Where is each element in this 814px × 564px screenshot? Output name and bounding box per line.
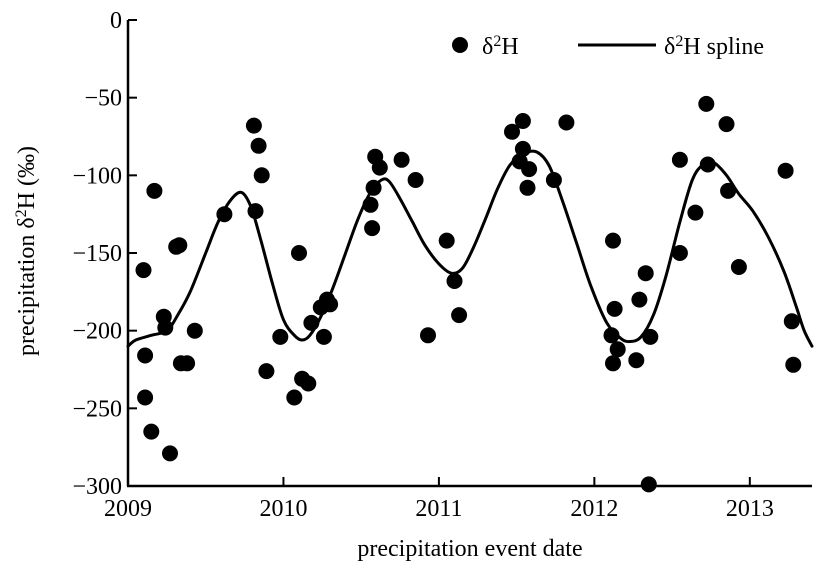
data-point bbox=[407, 172, 424, 188]
data-point bbox=[171, 237, 188, 254]
data-point bbox=[628, 352, 645, 369]
data-point bbox=[245, 117, 262, 134]
data-point bbox=[420, 327, 436, 344]
y-ticks: 0 −50 −100 −150 −200 −250 −300 bbox=[72, 8, 137, 500]
y-tick-label: 0 bbox=[110, 8, 122, 34]
data-point bbox=[545, 172, 562, 188]
legend-spline-prefix: δ bbox=[664, 34, 675, 60]
data-point bbox=[558, 114, 575, 131]
data-point bbox=[137, 347, 154, 364]
data-point bbox=[699, 156, 716, 173]
data-point bbox=[300, 375, 317, 392]
y-tick-label: −300 bbox=[72, 474, 122, 500]
data-point bbox=[186, 322, 203, 339]
data-point bbox=[521, 161, 538, 178]
legend-points-prefix: δ bbox=[482, 34, 493, 60]
data-point bbox=[143, 423, 160, 440]
data-point bbox=[777, 162, 794, 179]
data-point bbox=[671, 151, 688, 168]
data-point bbox=[364, 220, 381, 237]
data-point bbox=[605, 232, 621, 249]
data-point bbox=[322, 296, 339, 313]
data-point bbox=[157, 319, 174, 336]
y-axis-title-sup: 2 bbox=[13, 209, 30, 217]
data-point bbox=[393, 151, 410, 168]
data-point bbox=[135, 262, 152, 279]
data-point bbox=[365, 179, 382, 196]
data-point bbox=[718, 116, 735, 133]
data-point bbox=[603, 327, 620, 344]
x-tick-label: 2011 bbox=[415, 496, 462, 522]
data-point bbox=[272, 328, 289, 345]
legend-spline-suffix: H spline bbox=[683, 34, 764, 60]
data-point bbox=[698, 95, 715, 112]
y-tick-label: −50 bbox=[84, 86, 122, 112]
data-point bbox=[783, 313, 800, 330]
data-point bbox=[137, 389, 154, 406]
spline-line bbox=[126, 149, 814, 348]
y-tick-label: −100 bbox=[72, 163, 122, 189]
data-point bbox=[286, 389, 303, 406]
data-point bbox=[253, 167, 270, 184]
y-axis: 0 −50 −100 −150 −200 −250 −300 bbox=[72, 8, 137, 500]
x-axis: 2009 2010 2011 2012 2013 bbox=[104, 477, 812, 522]
data-point bbox=[514, 113, 531, 129]
data-point bbox=[179, 355, 196, 372]
data-point bbox=[605, 355, 621, 372]
y-tick-label: −200 bbox=[72, 319, 122, 345]
data-point bbox=[216, 206, 233, 223]
x-tick-label: 2012 bbox=[570, 496, 618, 522]
data-point bbox=[637, 265, 654, 282]
plot-area bbox=[126, 95, 814, 493]
data-point bbox=[519, 179, 536, 196]
data-point bbox=[362, 196, 379, 213]
data-point bbox=[451, 307, 468, 324]
data-points bbox=[135, 95, 802, 493]
legend-points-sup: 2 bbox=[493, 33, 501, 50]
x-tick-label: 2009 bbox=[104, 496, 152, 522]
y-tick-label: −250 bbox=[72, 396, 122, 422]
x-ticks: 2009 2010 2011 2012 2013 bbox=[104, 477, 774, 522]
data-point bbox=[371, 159, 388, 176]
data-point bbox=[303, 314, 320, 331]
legend-dot-marker bbox=[452, 37, 468, 53]
data-point bbox=[247, 203, 264, 220]
data-point bbox=[514, 140, 531, 157]
legend-spline-sup: 2 bbox=[675, 33, 683, 50]
data-point bbox=[504, 123, 520, 140]
x-tick-label: 2013 bbox=[726, 496, 774, 522]
y-axis-title-main: precipitation δ bbox=[14, 217, 40, 356]
x-axis-title: precipitation event date bbox=[357, 536, 582, 562]
legend-label-spline: δ2H spline bbox=[664, 33, 764, 61]
data-point bbox=[730, 259, 747, 275]
legend-label-points: δ2H bbox=[482, 33, 519, 61]
data-point bbox=[720, 182, 737, 199]
data-point bbox=[687, 204, 704, 221]
x-tick-label: 2010 bbox=[259, 496, 307, 522]
legend-points-suffix: H bbox=[501, 34, 518, 60]
data-point bbox=[258, 363, 275, 380]
data-point bbox=[606, 300, 623, 317]
data-point bbox=[291, 245, 307, 261]
data-point bbox=[785, 356, 802, 373]
data-point bbox=[671, 245, 688, 261]
data-point bbox=[631, 291, 648, 308]
y-axis-title-rest: H (‰) bbox=[14, 146, 40, 209]
data-point bbox=[162, 445, 178, 462]
data-point bbox=[438, 232, 455, 249]
legend: δ2H δ2H spline bbox=[452, 33, 764, 61]
y-tick-label: −150 bbox=[72, 241, 122, 267]
data-point bbox=[146, 182, 163, 199]
data-point bbox=[250, 137, 267, 154]
data-point bbox=[315, 328, 332, 345]
data-point bbox=[642, 328, 659, 345]
data-point bbox=[640, 476, 657, 493]
data-point bbox=[609, 341, 626, 358]
data-point bbox=[446, 273, 463, 289]
y-axis-title: precipitation δ2H (‰) bbox=[13, 146, 41, 356]
